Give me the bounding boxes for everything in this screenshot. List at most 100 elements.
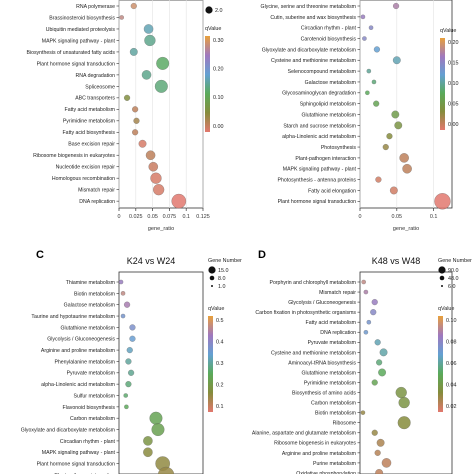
data-point (129, 335, 136, 342)
data-point (376, 438, 385, 447)
color-legend-bar (208, 316, 213, 412)
category-label: Plant hormone signal transduction (37, 61, 116, 67)
data-point (376, 359, 383, 366)
data-point (393, 2, 400, 10)
data-point (375, 176, 382, 183)
category-label: Cutin, suberine and wax biosynthesis (270, 15, 356, 21)
color-legend-tick-label: 0.4 (216, 339, 224, 345)
category-label: Alanine, aspartate and glutamate metabol… (252, 431, 356, 437)
data-point (153, 184, 165, 196)
color-legend-tick-label: 0.20 (448, 40, 459, 46)
size-legend-dot (211, 285, 213, 287)
size-legend-label: 15.0 (218, 268, 229, 274)
category-label: Glutathione metabolism (302, 112, 357, 118)
category-label: Phenylalanine metabolism (54, 359, 115, 365)
category-label: Fatty acid elongation (308, 188, 356, 194)
data-point (434, 193, 451, 210)
data-point (123, 393, 128, 398)
category-label: Cysteine and methionine metabolism (271, 350, 356, 356)
category-label: Biosynthesis of unsaturated fatty acids (26, 50, 115, 56)
color-legend-tick-label: 0.10 (448, 81, 459, 87)
color-legend-bar (438, 316, 443, 412)
category-label: Galactose metabolism (64, 303, 115, 309)
category-label: Biotin metabolism (315, 411, 356, 417)
color-legend-title: qValue (438, 306, 454, 312)
size-legend-dot (205, 6, 213, 14)
data-point (371, 379, 378, 386)
category-label: Sulfur metabolism (73, 393, 115, 399)
x-tick-label: 0.025 (129, 214, 143, 220)
data-point (156, 56, 170, 70)
data-point (129, 324, 136, 331)
data-point (360, 14, 366, 20)
category-label: Circadian rhythm - plant (60, 439, 116, 445)
category-label: Plant-pathogen interaction (295, 156, 356, 162)
color-legend-bar (440, 38, 445, 130)
data-point (362, 36, 367, 41)
category-label: DNA replication (320, 330, 356, 336)
color-legend-tick-label: 0.10 (446, 318, 457, 324)
color-legend-tick-label: 0.10 (213, 95, 224, 101)
category-label: Plant hormone signal transduction (37, 462, 116, 468)
category-label: RNA degradation (75, 73, 115, 79)
category-label: MAPK signaling pathway - plant (42, 450, 116, 456)
data-point (386, 133, 393, 140)
size-legend-dot (208, 266, 216, 274)
data-point (397, 416, 411, 430)
category-label: Carbon fixation in photosynthetic organi… (255, 310, 356, 316)
category-label: Cysteine and methionine metabolism (271, 58, 356, 64)
size-legend-title: Gene Number (208, 258, 242, 264)
data-point (389, 186, 398, 195)
size-legend-label: 90.0 (448, 268, 459, 274)
category-label: Galactose metabolism (305, 80, 356, 86)
category-label: Plant hormone signal transduction (278, 199, 357, 205)
data-point (128, 369, 135, 376)
category-label: Plant-pathogen interaction (54, 473, 115, 474)
color-legend-tick-label: 0.5 (216, 318, 224, 324)
color-legend-tick-label: 0.20 (213, 66, 224, 72)
data-point (132, 129, 139, 136)
data-point (120, 313, 126, 319)
data-point (130, 2, 137, 10)
color-legend-tick-label: 0.02 (446, 404, 457, 410)
color-legend-tick-label: 0.00 (213, 124, 224, 130)
category-label: Brassinosteroid biosynthesis (49, 15, 115, 21)
color-legend-tick-label: 0.30 (213, 38, 224, 44)
panel-3: C K24 vs W24 Thiamine metabolism Biotin met… (21, 249, 242, 474)
data-point (125, 381, 132, 388)
color-legend-bar (205, 36, 210, 132)
data-point (371, 429, 378, 436)
category-label: Starch and sucrose metabolism (283, 123, 356, 129)
size-legend-dot (209, 275, 215, 281)
size-legend-dot (441, 285, 443, 287)
data-point (120, 291, 126, 296)
data-point (363, 330, 369, 335)
category-label: Sphingolipid metabolism (300, 102, 356, 108)
panel-4: D K48 vs W48 Porphyrin and chlorophyll met… (252, 249, 472, 474)
data-point (382, 144, 389, 151)
color-legend-tick-label: 0.1 (216, 404, 224, 410)
category-label: Ribosome (333, 421, 356, 427)
color-legend-tick-label: 0.06 (446, 361, 457, 367)
data-point (145, 150, 156, 160)
data-point (381, 458, 392, 468)
category-label: DNA replication (79, 199, 115, 205)
x-tick-label: 0.075 (163, 214, 177, 220)
data-point (141, 70, 152, 80)
data-point (361, 279, 366, 285)
category-label: Arginine and proline metabolism (41, 348, 115, 354)
panel-title: K24 vs W24 (127, 256, 176, 266)
category-label: Flavonoid biosynthesis (63, 405, 116, 411)
x-tick-label: 0.1 (182, 214, 190, 220)
x-axis-label: gene_ratio (148, 226, 174, 232)
color-legend-tick-label: 0.3 (216, 361, 224, 367)
data-point (371, 299, 378, 306)
category-label: Purine metabolism (313, 461, 356, 467)
data-point (154, 79, 168, 93)
category-label: Aminoacyl-tRNA biosynthesis (288, 360, 356, 366)
data-point (119, 15, 124, 20)
category-label: Mismatch repair (319, 290, 356, 296)
data-point (171, 193, 187, 209)
size-legend-label: 8.0 (218, 276, 226, 282)
data-point (132, 106, 139, 113)
